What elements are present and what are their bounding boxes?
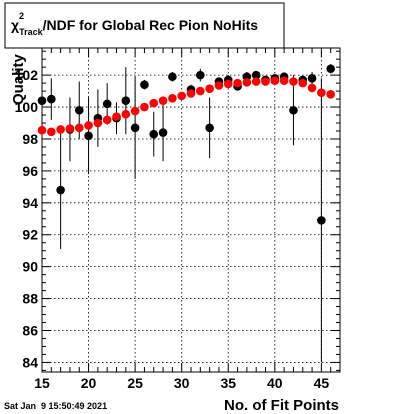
data-point <box>223 79 233 89</box>
data-point <box>289 105 298 115</box>
series <box>37 63 335 363</box>
x-tick-label: 15 <box>34 375 50 391</box>
data-point <box>261 77 270 86</box>
data-point <box>37 125 47 135</box>
data-point <box>93 118 103 128</box>
data-point <box>74 123 84 133</box>
data-point <box>270 76 280 86</box>
y-tick-label: 96 <box>22 163 38 179</box>
data-point <box>326 64 335 74</box>
chart-title: χTrack/NDF for Global Rec Pion NoHits <box>11 17 258 37</box>
data-point <box>289 77 298 86</box>
data-point <box>84 121 93 130</box>
data-point <box>298 78 308 88</box>
data-point <box>102 115 112 125</box>
data-point <box>140 80 149 90</box>
data-point <box>149 129 159 139</box>
title-sup: 2 <box>19 11 24 21</box>
x-tick-label: 30 <box>174 375 190 391</box>
y-tick-label: 84 <box>22 354 38 370</box>
data-point <box>65 124 75 133</box>
data-point <box>121 96 131 105</box>
data-point <box>317 216 326 225</box>
data-point <box>205 123 214 133</box>
data-point <box>251 77 261 86</box>
data-point <box>279 76 289 86</box>
data-point <box>168 72 177 82</box>
data-point <box>102 99 112 109</box>
data-point <box>177 91 186 101</box>
series-1 <box>37 76 335 137</box>
data-point <box>214 81 224 90</box>
data-point <box>307 83 317 93</box>
x-axis-label: No. of Fit Points <box>224 397 339 414</box>
axes: 84 86 88 90 92 94 96 98 100 102 15 20 25 30 35 40 45 <box>15 48 341 391</box>
data-point <box>140 102 149 112</box>
y-tick-label: 86 <box>22 323 38 339</box>
title-rest: /NDF for Global Rec Pion NoHits <box>43 17 259 33</box>
data-point <box>37 96 47 105</box>
y-tick-label: 88 <box>22 291 38 307</box>
data-point <box>242 78 252 87</box>
data-point <box>47 127 56 137</box>
y-tick-label: 92 <box>22 227 38 243</box>
data-point <box>121 109 131 119</box>
data-point <box>326 89 335 99</box>
data-point <box>168 93 177 103</box>
title-chi: χ <box>11 17 19 33</box>
data-point <box>130 123 140 133</box>
title-box <box>4 2 285 49</box>
data-point <box>112 112 121 121</box>
data-point <box>251 70 261 80</box>
data-point <box>158 96 168 105</box>
data-point <box>56 185 65 195</box>
x-tick-label: 20 <box>81 375 97 391</box>
data-point <box>307 74 317 83</box>
data-point <box>317 88 326 97</box>
y-tick-label: 100 <box>15 99 39 115</box>
x-tick-label: 25 <box>127 375 143 391</box>
data-point <box>84 131 93 141</box>
data-point <box>233 78 242 88</box>
data-point <box>74 105 84 115</box>
data-point <box>130 106 140 116</box>
y-tick-label: 90 <box>22 259 38 275</box>
timestamp: Sat Jan 9 15:50:49 2021 <box>4 401 107 411</box>
x-tick-label: 45 <box>314 375 330 391</box>
data-point <box>149 98 159 108</box>
data-point <box>186 89 196 98</box>
y-tick-label: 102 <box>15 67 39 83</box>
data-point <box>196 86 205 96</box>
title-sub: Track <box>19 27 44 37</box>
data-point <box>56 125 65 134</box>
data-point <box>205 84 214 93</box>
x-tick-label: 40 <box>267 375 283 391</box>
data-point <box>158 128 168 137</box>
data-point <box>196 70 205 80</box>
x-tick-label: 35 <box>220 375 236 391</box>
y-axis-label: Quality <box>10 53 27 105</box>
grid <box>41 48 340 372</box>
series-0 <box>37 63 335 363</box>
y-tick-label: 94 <box>22 195 38 211</box>
data-point <box>47 94 56 104</box>
y-tick-label: 98 <box>22 131 38 147</box>
